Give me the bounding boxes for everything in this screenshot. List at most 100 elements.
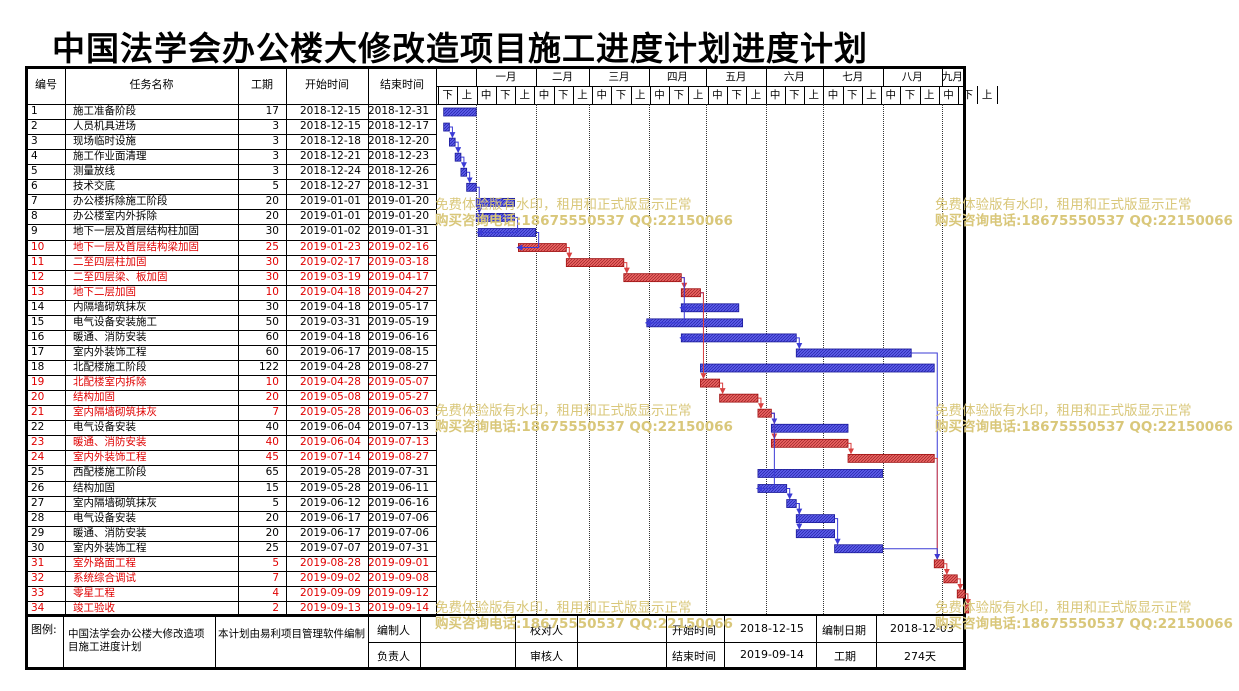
task-no: 33: [31, 586, 45, 599]
task-name: 室内隔墙砌筑抹灰: [73, 406, 157, 419]
task-name: 北配楼室内拆除: [73, 376, 147, 389]
task-dur: 60: [265, 345, 279, 358]
task-end: 2018-12-20: [368, 135, 430, 148]
dependency-link: [882, 548, 941, 560]
task-no: 3: [31, 135, 38, 148]
task-dur: 10: [265, 376, 279, 389]
task-start: 2019-09-02: [299, 571, 361, 584]
compile-date-value: 2018-12-03: [890, 622, 954, 635]
start-label: 开始时间: [672, 624, 716, 637]
task-end: 2019-07-13: [368, 421, 430, 434]
header-start: 开始时间: [305, 78, 349, 91]
task-end: 2019-09-08: [368, 571, 430, 584]
task-dur: 30: [265, 255, 279, 268]
task-no: 21: [31, 406, 45, 419]
table-row: 25 西配楼施工阶段 65 2019-05-28 2019-07-31: [27, 465, 436, 480]
month-label: 四月: [666, 71, 688, 83]
task-name: 室内外装饰工程: [73, 345, 147, 358]
dependency-link: [755, 412, 775, 492]
xun-label: 中: [712, 89, 723, 101]
task-name: 西配楼施工阶段: [73, 466, 147, 479]
gantt-bar: [700, 363, 935, 373]
legend-label: 图例:: [31, 623, 57, 636]
xun-label: 上: [981, 89, 993, 101]
gantt-bar: [475, 197, 515, 207]
xun-label: 下: [557, 89, 569, 101]
task-no: 10: [31, 240, 45, 253]
task-no: 34: [31, 601, 45, 614]
task-start: 2019-04-28: [299, 361, 361, 374]
dependency-link: [796, 337, 803, 349]
dependency-link: [476, 216, 519, 236]
month-label: 三月: [608, 71, 630, 83]
task-no: 8: [31, 210, 38, 223]
task-dur: 20: [265, 210, 279, 223]
task-end: 2019-06-16: [368, 330, 430, 343]
task-no: 19: [31, 376, 45, 389]
table-row: 28 电气设备安装 20 2019-06-17 2019-07-06: [27, 511, 436, 526]
task-start: 2019-06-17: [299, 511, 361, 524]
task-start: 2019-07-07: [299, 541, 361, 554]
xun-label: 下: [789, 89, 800, 101]
task-name: 室内隔墙砌筑抹灰: [73, 496, 157, 509]
table-row: 4 施工作业面清理 3 2018-12-21 2018-12-23: [27, 149, 436, 164]
xun-label: 上: [635, 89, 646, 101]
month-label: 八月: [901, 71, 923, 83]
end-label: 结束时间: [672, 650, 716, 663]
task-dur: 10: [265, 285, 279, 298]
proofreader-label: 校对人: [530, 624, 563, 637]
task-name: 结构加固: [73, 391, 115, 404]
project-name: 中国法学会办公楼大修改造项目施工进度计划: [68, 628, 205, 653]
table-row: 11 二至四层柱加固 30 2019-02-17 2019-03-18: [27, 255, 436, 270]
task-name: 地下二层加固: [73, 285, 136, 298]
task-start: 2018-12-15: [299, 105, 361, 117]
task-name: 地下一层及首层结构柱加固: [73, 225, 199, 238]
dependency-link: [957, 578, 964, 590]
task-name: 暖通、消防安装: [73, 526, 147, 539]
table-row: 32 系统综合调试 7 2019-09-02 2019-09-08: [27, 571, 436, 586]
task-no: 4: [31, 150, 38, 163]
table-row: 33 零星工程 4 2019-09-09 2019-09-12: [27, 586, 436, 601]
task-start: 2019-02-17: [299, 255, 361, 268]
task-end: 2018-12-31: [368, 105, 430, 117]
dependency-link: [455, 141, 462, 154]
task-name: 地下一层及首层结构梁加固: [73, 240, 199, 253]
task-end: 2018-12-31: [368, 180, 430, 193]
task-no: 20: [31, 391, 45, 404]
task-name: 室外路面工程: [73, 556, 136, 569]
task-dur: 40: [265, 421, 279, 434]
task-no: 5: [31, 165, 38, 178]
task-end: 2019-08-27: [368, 361, 430, 374]
table-row: 7 办公楼拆除施工阶段 20 2019-01-01 2019-01-20: [27, 194, 436, 209]
gantt-bar: [795, 514, 836, 524]
table-row: 24 室内外装饰工程 45 2019-07-14 2019-08-27: [27, 450, 436, 465]
task-dur: 60: [265, 330, 279, 343]
xun-label: 下: [846, 89, 858, 101]
dependency-link: [796, 503, 803, 530]
task-dur: 20: [265, 391, 279, 404]
task-start: 2019-05-28: [299, 466, 361, 479]
task-end: 2019-05-17: [368, 300, 430, 313]
task-no: 31: [31, 556, 45, 569]
task-dur: 2: [272, 601, 279, 614]
task-start: 2018-12-27: [299, 180, 361, 193]
task-end: 2019-01-20: [368, 195, 430, 208]
task-end: 2018-12-23: [368, 150, 430, 163]
task-start: 2019-06-12: [299, 496, 361, 509]
task-start: 2019-06-17: [299, 345, 361, 358]
task-start: 2019-01-02: [299, 225, 361, 238]
task-name: 室内外装饰工程: [73, 451, 147, 464]
start-value: 2018-12-15: [740, 622, 804, 635]
table-row: 1 施工准备阶段 17 2018-12-15 2018-12-31: [27, 104, 436, 119]
task-start: 2019-09-13: [299, 601, 361, 614]
task-dur: 20: [265, 195, 279, 208]
header-name: 任务名称: [129, 78, 174, 91]
dependency-link: [943, 563, 950, 575]
table-row: 21 室内隔墙砌筑抹灰 7 2019-05-28 2019-06-03: [27, 405, 436, 420]
task-end: 2019-04-17: [368, 270, 430, 283]
task-start: 2019-08-28: [299, 556, 361, 569]
task-start: 2019-01-23: [299, 240, 361, 253]
task-no: 7: [31, 195, 38, 208]
header-no: 编号: [35, 78, 57, 91]
gantt-bar: [449, 137, 456, 147]
